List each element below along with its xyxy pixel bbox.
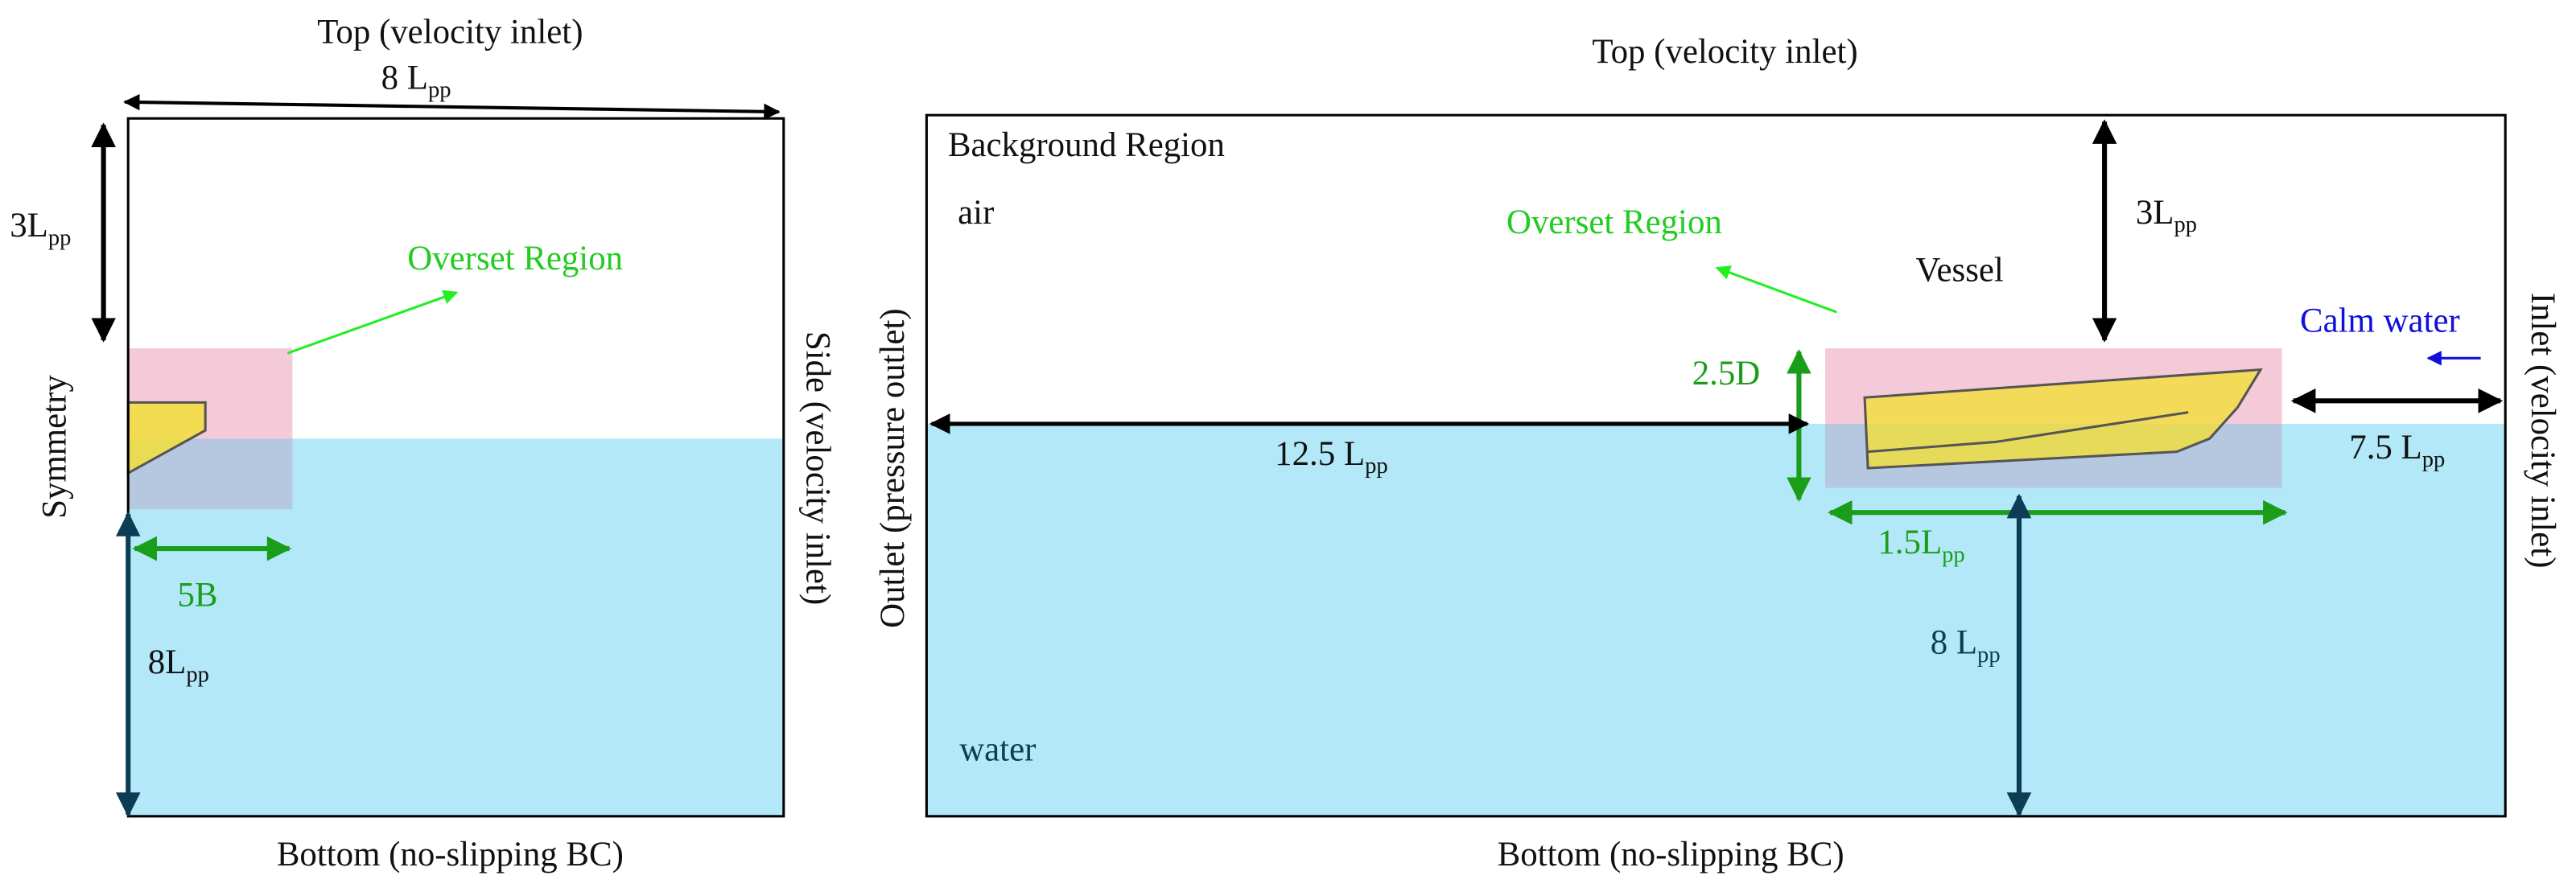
overset-label: Overset Region — [1506, 203, 1722, 241]
air-label: air — [958, 194, 994, 232]
dim-label: 2.5D — [1692, 355, 1761, 393]
dim-label: 8 Lpp — [1931, 624, 2001, 668]
dim-text: 12.5 L — [1275, 435, 1365, 473]
dim-sub: pp — [2174, 212, 2198, 237]
dim-sub: pp — [186, 662, 209, 687]
dim-label: 8Lpp — [148, 643, 209, 687]
dim-sub: pp — [1365, 454, 1388, 479]
water — [926, 423, 2506, 816]
inlet-label: Inlet (velocity inlet) — [2524, 293, 2562, 569]
outlet-label: Outlet (pressure outlet) — [874, 308, 912, 628]
dim-sub: pp — [2422, 447, 2446, 472]
top-label: Top (velocity inlet) — [1592, 33, 1857, 71]
overset-label: Overset Region — [407, 240, 623, 277]
left-label: Symmetry — [36, 375, 74, 519]
dim-label: 8 Lpp — [381, 59, 451, 102]
arrow — [123, 93, 781, 120]
top-label: Top (velocity inlet) — [317, 13, 583, 51]
water-label: water — [959, 730, 1036, 768]
dim-sub: pp — [1942, 542, 1965, 567]
vessel-label: Vessel — [1915, 251, 2004, 289]
dim-label: 3Lpp — [10, 207, 71, 250]
dim-sub: pp — [1977, 643, 2001, 668]
dim-label: 1.5Lpp — [1877, 524, 1964, 567]
dim-label: 3Lpp — [2136, 194, 2197, 237]
hull-line — [1868, 411, 2189, 454]
right-label: Side (velocity inlet) — [798, 331, 836, 605]
region-label: Background Region — [948, 126, 1225, 164]
bottom-label: Bottom (no-slipping BC) — [277, 836, 624, 874]
dim-text: 8 L — [1931, 624, 1977, 662]
bottom-label: Bottom (no-slipping BC) — [1498, 836, 1844, 874]
calm-water-label: Calm water — [2300, 302, 2460, 340]
pointer — [286, 290, 459, 355]
dim-text: 1.5L — [1877, 524, 1942, 561]
dim-sub: pp — [48, 225, 72, 250]
pointer — [1715, 265, 1837, 314]
dim-label: 12.5 Lpp — [1275, 435, 1387, 479]
dim-label: 7.5 Lpp — [2349, 429, 2445, 472]
dim-text: 3L — [10, 207, 48, 245]
dim-text: 3L — [2136, 194, 2174, 232]
dim-text: 8L — [148, 643, 187, 681]
right-panel: Top (velocity inlet) Background Region a… — [874, 33, 2562, 874]
left-panel: Top (velocity inlet) 8 Lpp 3Lpp Overset … — [10, 13, 836, 874]
dim-text: 8 L — [381, 59, 428, 97]
dim-sub: pp — [428, 78, 451, 103]
dim-text: 7.5 L — [2349, 429, 2421, 467]
domain-box — [925, 113, 2507, 818]
dim-label: 5B — [177, 577, 217, 615]
